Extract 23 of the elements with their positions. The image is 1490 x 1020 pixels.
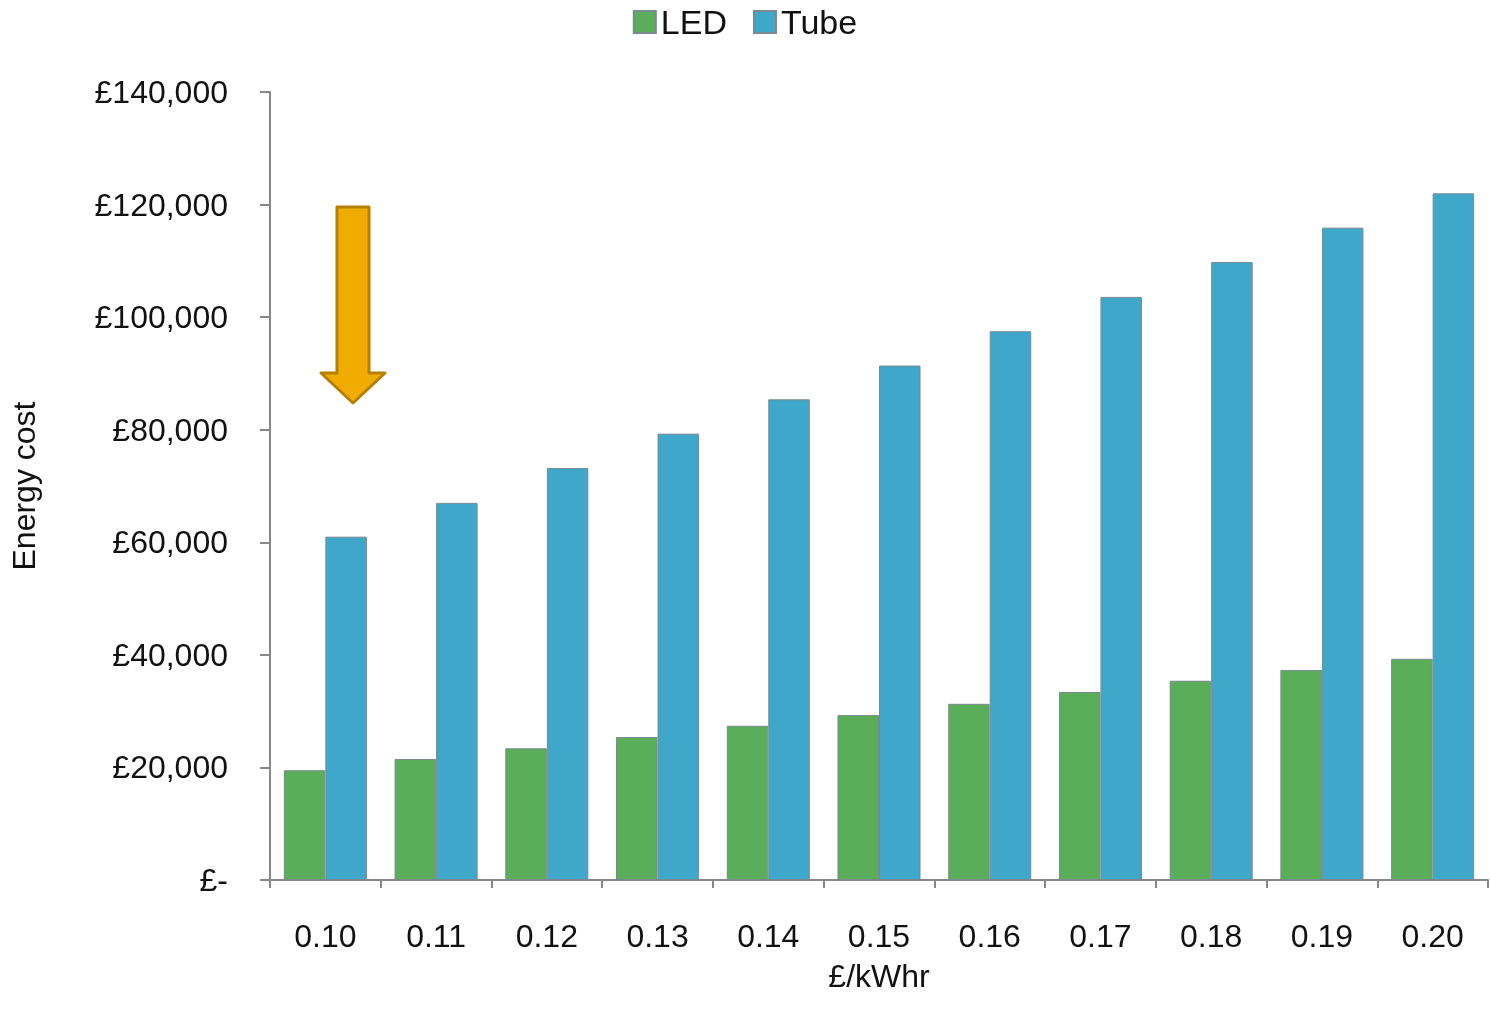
y-tick-label: £80,000	[112, 411, 228, 448]
legend-label: LED	[660, 3, 727, 41]
x-tick-label: 0.20	[1401, 918, 1464, 954]
x-tick-label: 0.16	[958, 918, 1021, 954]
y-axis-title: Energy cost	[6, 401, 42, 571]
y-tick-label: £100,000	[94, 299, 228, 336]
x-tick-label: 0.14	[737, 918, 800, 954]
x-tick-label: 0.13	[626, 918, 689, 954]
y-tick-label: £140,000	[94, 74, 228, 110]
legend-label: Tube	[780, 3, 858, 41]
y-tick-label: £60,000	[112, 524, 228, 561]
x-tick-label: 0.15	[847, 918, 911, 954]
x-tick-label: 0.17	[1069, 918, 1132, 954]
x-axis-title: £/kWhr	[828, 958, 931, 994]
y-tick-label: £-	[199, 862, 228, 898]
y-tick-label: £120,000	[94, 186, 228, 223]
x-tick-label: 0.18	[1180, 918, 1243, 954]
y-tick-label: £40,000	[112, 636, 228, 673]
x-tick-label: 0.12	[515, 918, 578, 954]
y-tick-label: £20,000	[112, 749, 228, 786]
x-tick-label: 0.10	[294, 918, 357, 954]
x-tick-label: 0.19	[1290, 918, 1354, 954]
x-tick-label: 0.11	[406, 918, 467, 954]
